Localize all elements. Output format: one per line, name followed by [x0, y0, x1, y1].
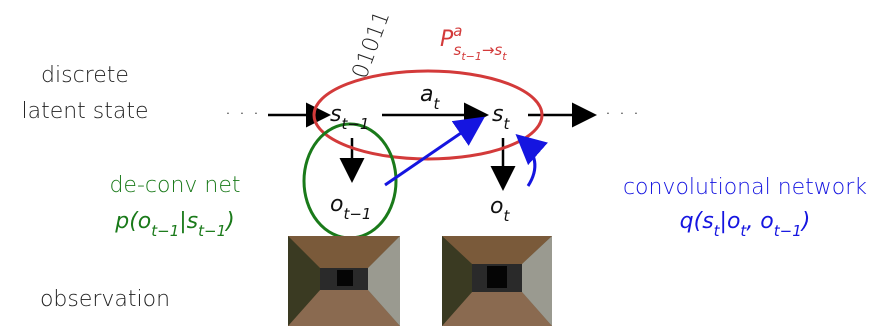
observation-label: observation [40, 287, 170, 312]
node-label: ot [490, 194, 510, 225]
node-label: st [492, 102, 510, 133]
observation-image [442, 236, 552, 326]
text-part: o [330, 192, 343, 217]
text-part: |o [720, 209, 741, 234]
text-part: t−1 [461, 50, 482, 63]
bits-label: 01011 [348, 8, 395, 82]
text-part: a [453, 22, 462, 40]
encoder-formula: q(st|ot, ot−1) [680, 209, 811, 240]
encoder-arrow [385, 120, 480, 185]
text-part: t−1 [774, 222, 802, 240]
latent-label: discrete [41, 63, 129, 88]
text-part: |s [179, 209, 198, 234]
encoder-arrow [520, 138, 535, 186]
encoder-name: convolutional network [623, 175, 867, 200]
observation-image [288, 236, 400, 326]
text-part: ) [224, 209, 235, 234]
ellipsis: · · · [225, 102, 260, 127]
text-part: p(o [114, 209, 151, 234]
action-label: at [420, 82, 440, 113]
page: discrete latent state observation · · · … [0, 0, 882, 326]
text-part: s [453, 41, 461, 59]
text-part: t−1 [198, 222, 226, 240]
text-part: t [503, 115, 510, 133]
subscript: st−1→st [453, 41, 507, 63]
ellipsis: · · · [605, 102, 640, 127]
text-part: , o [746, 209, 773, 234]
node-label: ot−1 [330, 192, 371, 223]
text-part: a [420, 82, 433, 107]
text-part: q(s [680, 209, 714, 234]
diagram: discrete latent state observation · · · … [0, 0, 882, 326]
text-part: t−1 [341, 115, 369, 133]
text-part: →s [482, 41, 503, 59]
text-part: s [330, 102, 341, 127]
text-part: o [490, 194, 503, 219]
text-part: P [440, 27, 454, 52]
text-part: t [502, 50, 507, 63]
text-part: t [503, 207, 510, 225]
text-part: s [492, 102, 503, 127]
decoder-name: de-conv net [109, 173, 240, 198]
text-part: t [433, 95, 440, 113]
text-part: ) [800, 209, 811, 234]
text-part: t−1 [343, 205, 371, 223]
latent-label: latent state [21, 99, 148, 124]
decoder-formula: p(ot−1|st−1) [114, 209, 234, 240]
text-part: t−1 [151, 222, 179, 240]
